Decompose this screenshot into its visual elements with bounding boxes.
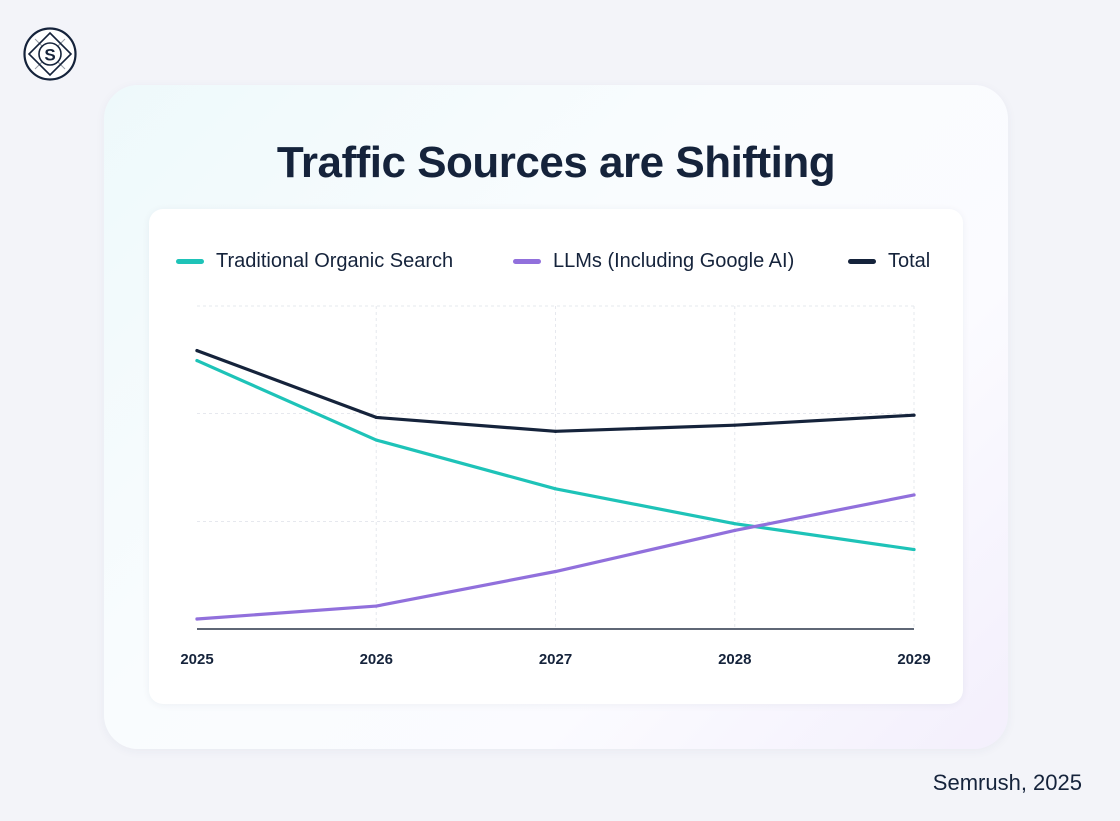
data-point-llms-including-google-ai-2025 bbox=[195, 617, 199, 621]
x-tick-label-2027: 2027 bbox=[539, 651, 572, 668]
data-point-total-2026 bbox=[374, 415, 378, 420]
legend-swatch-organic bbox=[176, 258, 204, 264]
legend-label-llms: LLMs (Including Google AI) bbox=[553, 249, 795, 272]
legend-item-llms: LLMs (Including Google AI) bbox=[513, 248, 794, 274]
x-tick-label-2028: 2028 bbox=[718, 651, 751, 668]
data-point-traditional-organic-search-2026 bbox=[374, 438, 378, 442]
legend-swatch-total bbox=[848, 258, 876, 264]
data-point-llms-including-google-ai-2027 bbox=[553, 569, 558, 574]
data-point-llms-including-google-ai-2026 bbox=[374, 604, 378, 608]
x-tick-label-2026: 2026 bbox=[360, 651, 393, 668]
data-point-total-2029 bbox=[912, 413, 916, 417]
data-point-total-2027 bbox=[553, 429, 558, 433]
logo-letter: S bbox=[44, 46, 55, 65]
data-point-traditional-organic-search-2027 bbox=[553, 487, 558, 491]
legend-item-total: Total bbox=[848, 248, 930, 274]
data-point-llms-including-google-ai-2029 bbox=[912, 493, 916, 497]
chart-title: Traffic Sources are Shifting bbox=[276, 138, 836, 187]
legend-label-organic: Traditional Organic Search bbox=[216, 249, 454, 272]
semrush-logo: S bbox=[23, 27, 77, 81]
legend-swatch-llms bbox=[513, 258, 541, 264]
series-line-traditional-organic-search bbox=[195, 358, 916, 552]
x-tick-label-2025: 2025 bbox=[180, 651, 213, 668]
data-point-traditional-organic-search-2028 bbox=[733, 522, 737, 526]
data-point-traditional-organic-search-2029 bbox=[912, 547, 916, 552]
data-point-total-2028 bbox=[733, 423, 737, 427]
legend-label-total: Total bbox=[888, 249, 931, 272]
data-point-llms-including-google-ai-2028 bbox=[733, 528, 737, 533]
x-tick-label-2029: 2029 bbox=[897, 651, 930, 668]
data-point-total-2025 bbox=[195, 348, 199, 353]
legend-item-organic: Traditional Organic Search bbox=[176, 248, 453, 274]
data-point-traditional-organic-search-2025 bbox=[195, 358, 199, 363]
source-credit: Semrush, 2025 bbox=[932, 770, 1082, 795]
